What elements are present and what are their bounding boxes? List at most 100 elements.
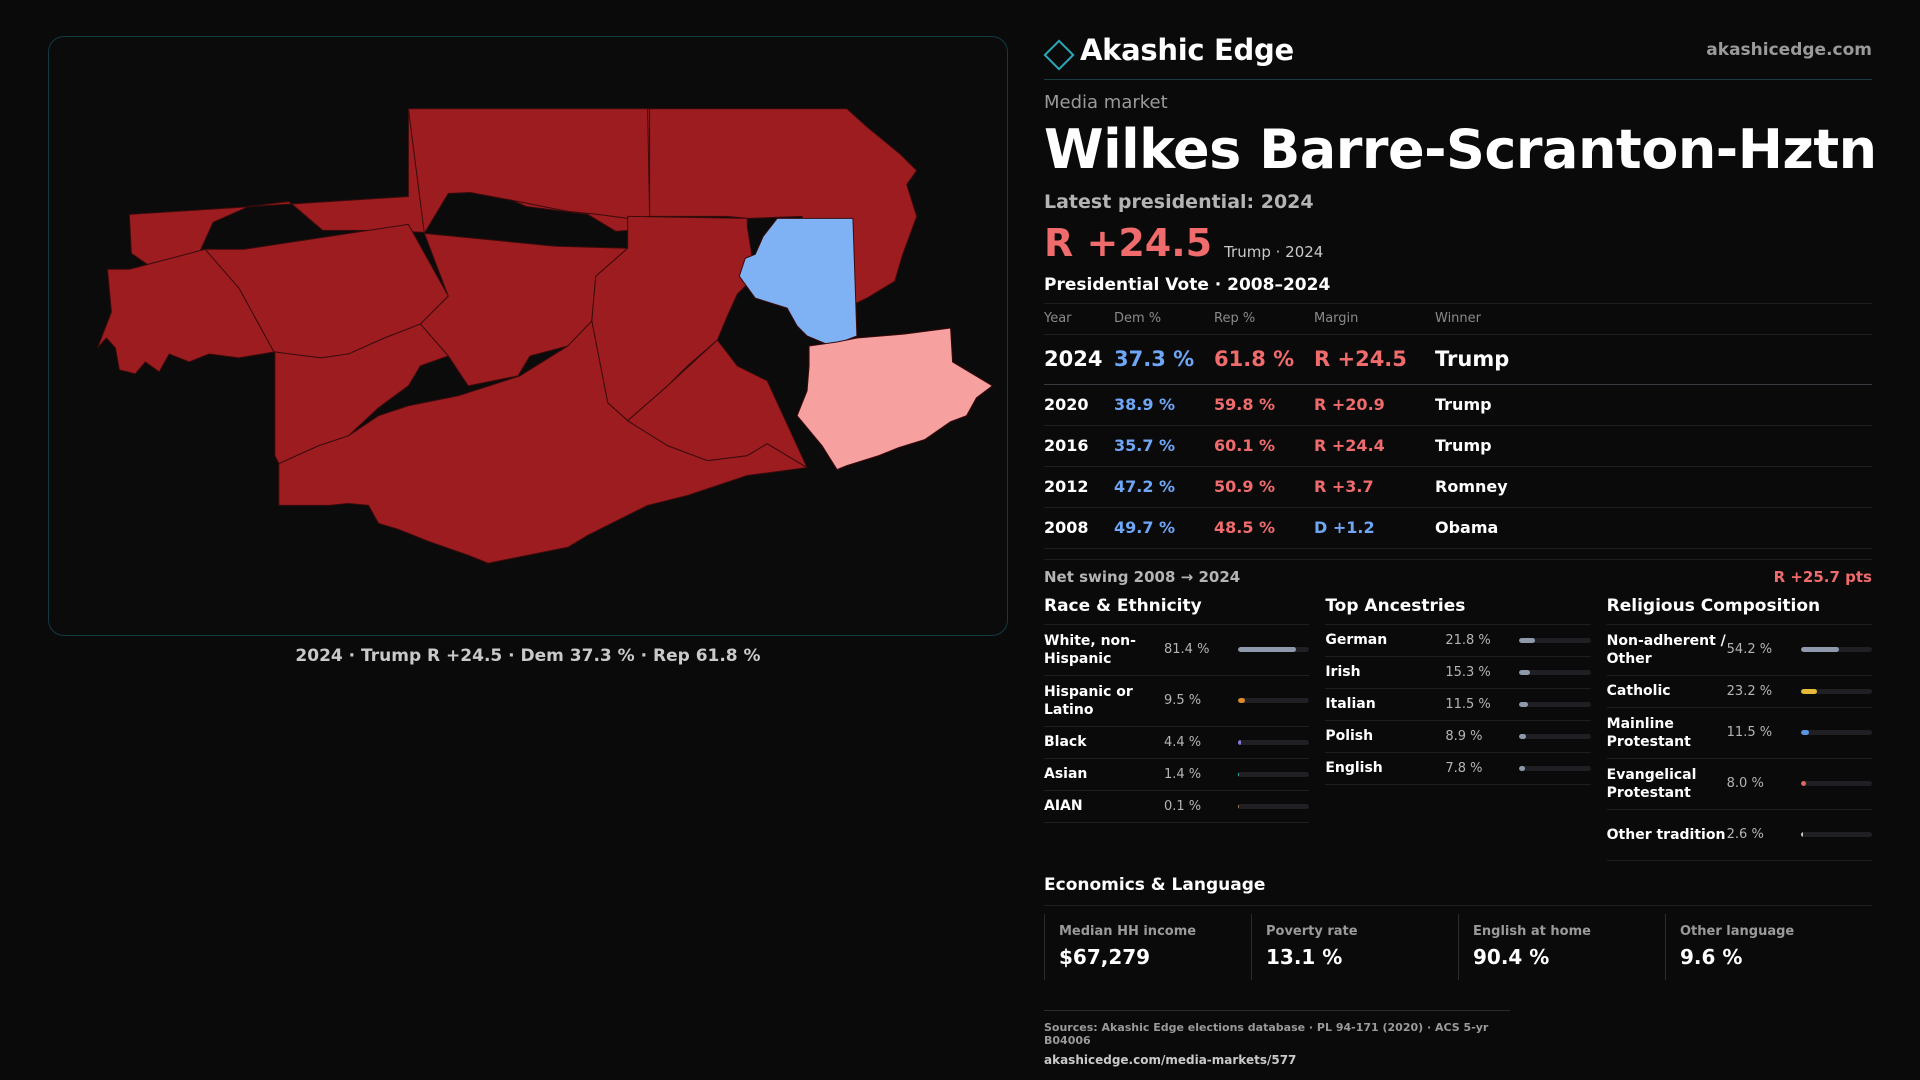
top-ancestries: Top Ancestries German 21.8 % Irish 15.3 % It… (1325, 596, 1591, 861)
item-percent: 15.3 % (1445, 664, 1491, 680)
list-item: Mainline Protestant 11.5 % (1606, 708, 1872, 759)
row-dem: 35.7 % (1114, 425, 1214, 467)
row-dem: 37.3 % (1114, 334, 1214, 385)
county-lean-d[interactable] (738, 217, 858, 347)
headline-margin-value: R +24.5 (1044, 221, 1213, 265)
item-percent: 21.8 % (1445, 632, 1491, 648)
net-swing-label: Net swing 2008 → 2024 (1044, 567, 1241, 586)
percent-bar-fill (1800, 730, 1809, 735)
table-row: 2020 38.9 % 59.8 % R +20.9 Trump (1044, 384, 1872, 426)
percent-bar (1800, 781, 1872, 786)
stat-label: Median HH income (1059, 923, 1197, 939)
percent-bar-fill (1800, 647, 1840, 652)
percent-bar-fill (1238, 698, 1245, 703)
sources: Sources: Akashic Edge elections database… (1044, 1009, 1510, 1067)
row-year: 2008 (1044, 507, 1114, 549)
county-region[interactable] (627, 339, 808, 469)
county-map[interactable] (49, 37, 1007, 635)
list-item: Italian 11.5 % (1325, 689, 1591, 721)
economics-cards: Median HH income $67,279 Poverty rate 13… (1044, 913, 1872, 980)
row-winner: Trump (1435, 425, 1872, 467)
county-region[interactable] (274, 323, 449, 465)
row-rep: 61.8 % (1214, 334, 1314, 385)
stat-value: $67,279 (1059, 944, 1151, 969)
latest-label: Latest presidential: 2024 (1044, 191, 1314, 213)
list-item: Non-adherent / Other 54.2 % (1606, 625, 1872, 676)
county-region[interactable] (407, 108, 651, 234)
table-header-row: Year Dem % Rep % Margin Winner (1044, 304, 1872, 335)
percent-bar-fill (1800, 688, 1818, 694)
stat-value: 9.6 % (1680, 944, 1743, 969)
stat-card: Poverty rate 13.1 % (1251, 913, 1458, 980)
col-winner: Winner (1435, 304, 1872, 335)
religious-composition: Religious Composition Non-adherent / Oth… (1606, 596, 1872, 861)
page-title: Wilkes Barre-Scranton-Hztn (1044, 118, 1877, 181)
race-ethnicity: Race & Ethnicity White, non-Hispanic 81.4… (1044, 596, 1310, 861)
percent-bar-fill (1519, 637, 1535, 643)
county-lean-r[interactable] (796, 327, 993, 471)
percent-bar (1519, 637, 1591, 643)
item-percent: 54.2 % (1726, 642, 1773, 657)
row-margin: R +20.9 (1314, 384, 1435, 426)
percent-bar (1238, 803, 1310, 809)
percent-bar-fill (1238, 647, 1297, 652)
headline-winner: Trump · 2024 (1224, 243, 1324, 261)
item-percent: 11.5 % (1726, 725, 1773, 740)
row-year: 2024 (1044, 334, 1114, 385)
row-dem: 49.7 % (1114, 507, 1214, 549)
sources-text: Sources: Akashic Edge elections database… (1044, 1020, 1489, 1047)
stat-value: 13.1 % (1266, 944, 1343, 969)
percent-bar (1238, 739, 1310, 745)
stat-label: English at home (1473, 923, 1591, 939)
site-link[interactable]: akashicedge.com (1706, 40, 1872, 60)
percent-bar-fill (1519, 765, 1525, 771)
map-panel[interactable] (48, 36, 1008, 636)
list-item: English 7.8 % (1325, 753, 1591, 785)
list-item: White, non-Hispanic 81.4 % (1044, 625, 1310, 676)
diamond-logo-icon (1043, 39, 1075, 71)
item-label: Irish (1325, 664, 1361, 680)
race-title: Race & Ethnicity (1044, 596, 1310, 625)
item-percent: 81.4 % (1164, 642, 1210, 657)
kicker: Media market (1044, 92, 1168, 113)
percent-bar (1519, 669, 1591, 675)
percent-bar (1238, 698, 1310, 703)
row-rep: 60.1 % (1214, 425, 1314, 467)
item-percent: 8.9 % (1445, 728, 1483, 744)
table-row: 2016 35.7 % 60.1 % R +24.4 Trump (1044, 425, 1872, 467)
item-label: AIAN (1044, 798, 1083, 814)
list-item: Polish 8.9 % (1325, 721, 1591, 753)
percent-bar-fill (1800, 832, 1803, 837)
row-margin: R +24.4 (1314, 425, 1435, 467)
source-link[interactable]: akashicedge.com/media-markets/577 (1044, 1052, 1297, 1067)
stat-card: Other language 9.6 % (1665, 913, 1872, 980)
item-percent: 0.1 % (1164, 798, 1202, 814)
presidential-vote-title: Presidential Vote · 2008–2024 (1044, 275, 1872, 304)
stat-value: 90.4 % (1473, 944, 1550, 969)
table-row: 2008 49.7 % 48.5 % D +1.2 Obama (1044, 507, 1872, 549)
brand-name: Akashic Edge (1080, 33, 1294, 67)
row-rep: 48.5 % (1214, 507, 1314, 549)
list-item: Catholic 23.2 % (1606, 676, 1872, 708)
table-row: 2024 37.3 % 61.8 % R +24.5 Trump (1044, 334, 1872, 385)
row-year: 2016 (1044, 425, 1114, 467)
item-label: Hispanic or Latino (1044, 683, 1133, 718)
item-label: Catholic (1606, 683, 1671, 699)
percent-bar (1519, 701, 1591, 707)
county-region[interactable] (591, 215, 756, 422)
list-item: Asian 1.4 % (1044, 759, 1310, 791)
item-percent: 8.0 % (1726, 776, 1764, 791)
row-winner: Romney (1435, 466, 1872, 508)
list-item: Irish 15.3 % (1325, 657, 1591, 689)
row-winner: Trump (1435, 384, 1872, 426)
item-percent: 23.2 % (1726, 683, 1773, 699)
percent-bar (1238, 771, 1310, 777)
county-region[interactable] (96, 248, 275, 375)
map-caption: 2024 · Trump R +24.5 · Dem 37.3 % · Rep … (295, 646, 761, 666)
item-percent: 9.5 % (1164, 693, 1202, 708)
list-item: German 21.8 % (1325, 625, 1591, 657)
stat-card: Median HH income $67,279 (1044, 913, 1251, 980)
row-rep: 50.9 % (1214, 466, 1314, 508)
stat-label: Poverty rate (1266, 923, 1358, 939)
row-margin: D +1.2 (1314, 507, 1435, 549)
